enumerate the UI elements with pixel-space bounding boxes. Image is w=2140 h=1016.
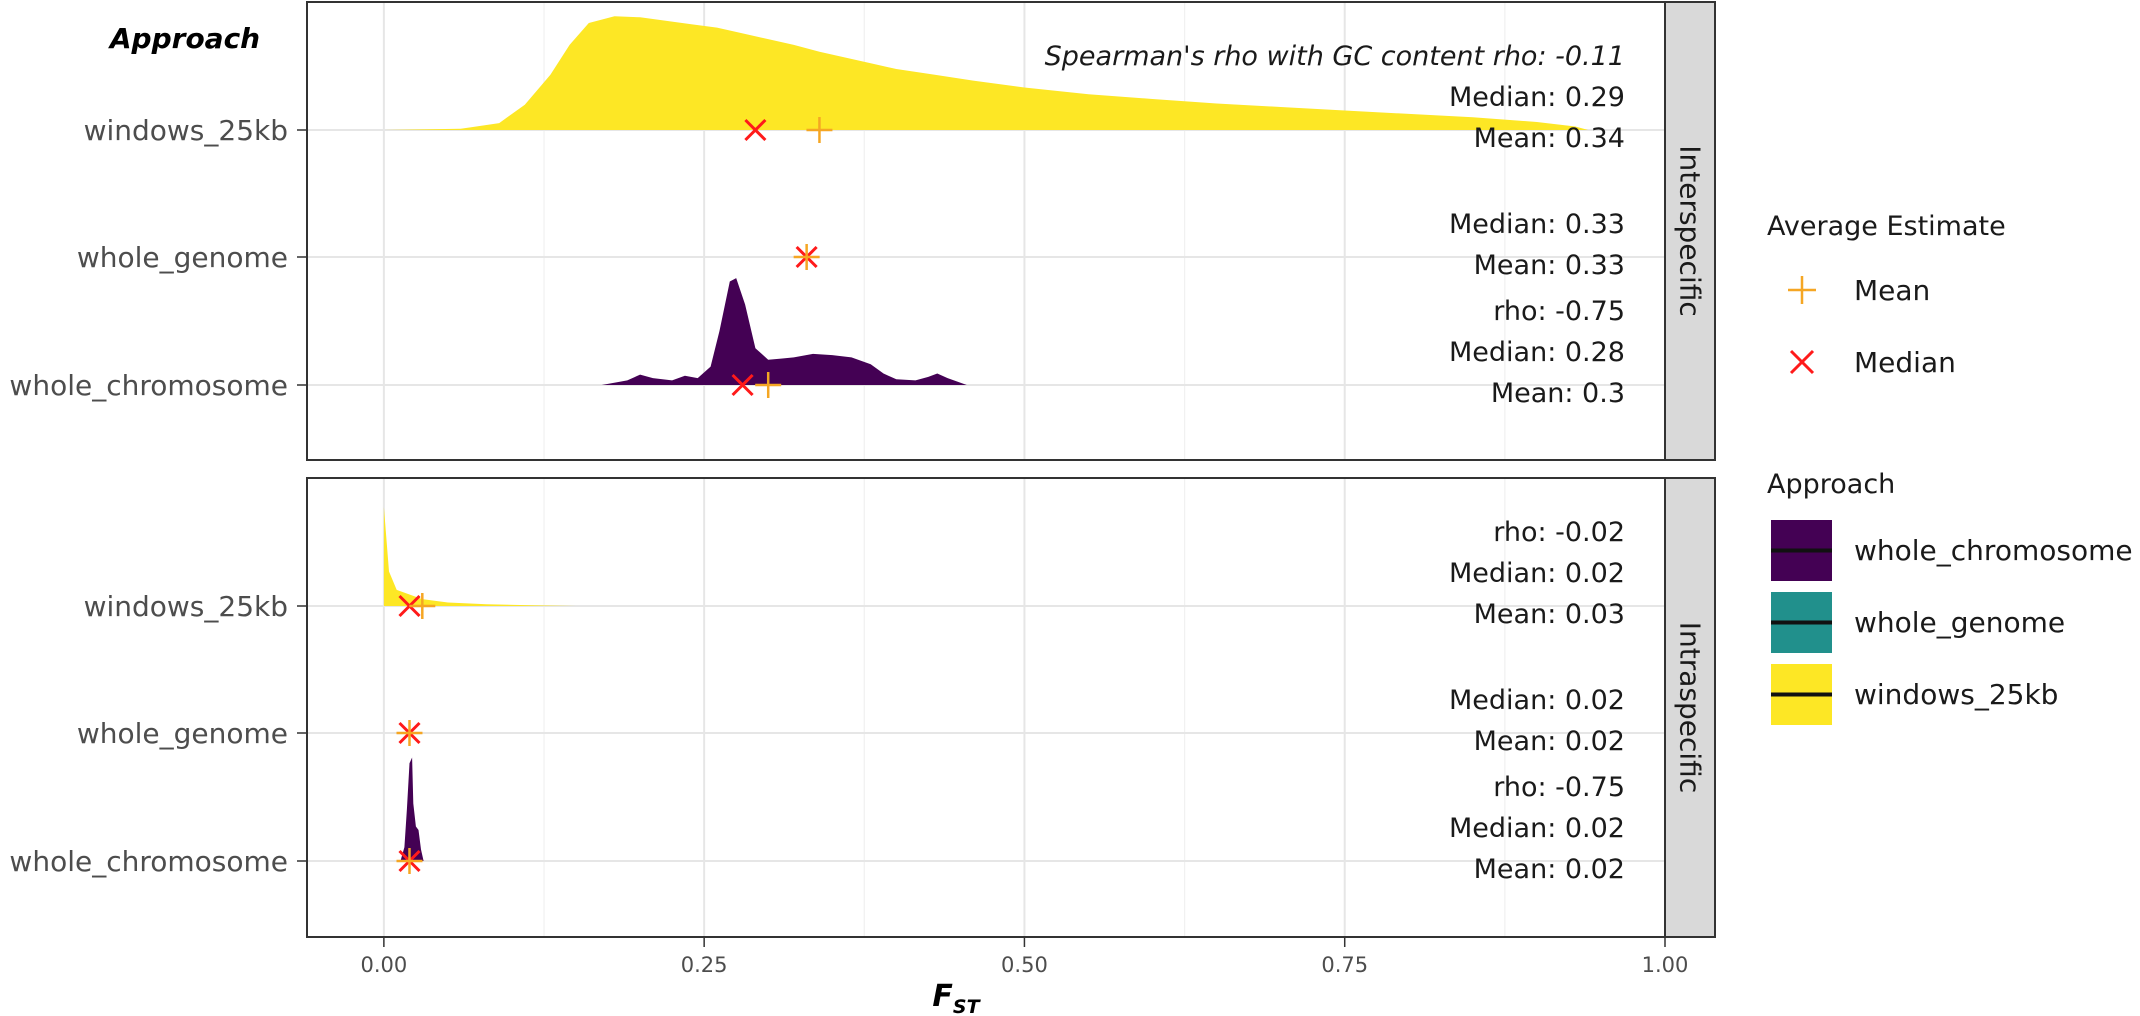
mean-marker-whole_genome xyxy=(396,720,423,746)
facet-strip-label: Intraspecific xyxy=(1674,622,1707,793)
annotation-windows_25kb: Median: 0.29 xyxy=(1449,82,1625,113)
legend-label: whole_chromosome xyxy=(1854,534,2133,567)
panel-background xyxy=(307,2,1665,460)
median-legend-key xyxy=(1789,349,1815,375)
panel-interspecific: Spearman's rho with GC content rho: -0.1… xyxy=(9,1,1716,461)
mean-marker-windows_25kb xyxy=(409,593,436,619)
x-axis-title-main: F xyxy=(932,979,953,1014)
y-category-label: whole_genome xyxy=(77,717,288,750)
legend-item-mean: Mean xyxy=(1788,274,1930,307)
x-tick-label: 1.00 xyxy=(1642,953,1689,977)
y-category-label: whole_chromosome xyxy=(9,845,288,878)
x-tick-label: 0.50 xyxy=(1001,953,1048,977)
median-marker-windows_25kb xyxy=(744,118,767,142)
y-category-label: windows_25kb xyxy=(84,114,288,147)
annotation-windows_25kb: Median: 0.02 xyxy=(1449,558,1625,589)
y-axis-title: Approach xyxy=(108,22,260,55)
facet-strip-label: Interspecific xyxy=(1674,145,1707,317)
legend-label: windows_25kb xyxy=(1854,678,2058,711)
legend-title-average-estimate: Average Estimate xyxy=(1767,211,2006,242)
density-windows_25kb xyxy=(383,507,576,606)
density-windows_25kb xyxy=(383,16,1589,131)
y-category-label: whole_chromosome xyxy=(9,369,288,402)
legend-label: whole_genome xyxy=(1854,606,2065,639)
annotation-whole_chromosome: Median: 0.02 xyxy=(1449,813,1625,844)
annotation-whole_genome: Median: 0.33 xyxy=(1449,209,1625,240)
annotation-whole_chromosome: Mean: 0.3 xyxy=(1491,378,1625,409)
mean-marker-whole_genome xyxy=(793,244,820,270)
annotation-whole_chromosome: rho: -0.75 xyxy=(1493,296,1625,327)
legend-item-windows_25kb: windows_25kb xyxy=(1771,664,2058,725)
median-marker-whole_chromosome xyxy=(731,373,754,397)
mean-marker-windows_25kb xyxy=(806,117,833,143)
x-tick-label: 0.75 xyxy=(1321,953,1368,977)
mean-marker-whole_chromosome xyxy=(755,372,782,398)
y-category-label: windows_25kb xyxy=(84,590,288,623)
legend-item-whole_genome: whole_genome xyxy=(1771,592,2065,653)
facet-strip xyxy=(1664,477,1716,938)
annotation-windows_25kb: Spearman's rho with GC content rho: -0.1… xyxy=(1045,41,1625,72)
legend-item-median: Median xyxy=(1789,346,1956,379)
median-stroke xyxy=(731,373,754,397)
annotation-windows_25kb: Mean: 0.34 xyxy=(1474,123,1625,154)
x-tick-label: 0.00 xyxy=(360,953,407,977)
annotation-whole_genome: Mean: 0.33 xyxy=(1474,250,1625,281)
panel-intraspecific: rho: -0.02 Median: 0.02 Mean: 0.03 windows_… xyxy=(9,477,1716,938)
x-axis-title-subscript: ST xyxy=(953,996,982,1016)
x-axis-title: FST xyxy=(932,979,981,1016)
annotation-whole_genome: Mean: 0.02 xyxy=(1474,726,1625,757)
annotation-windows_25kb: Mean: 0.03 xyxy=(1474,599,1625,630)
annotation-whole_chromosome: rho: -0.75 xyxy=(1493,772,1625,803)
annotation-whole_genome: Median: 0.02 xyxy=(1449,685,1625,716)
density-whole_chromosome xyxy=(601,278,967,385)
legend-title-approach: Approach xyxy=(1767,469,1895,500)
median-stroke xyxy=(744,118,767,142)
annotation-whole_chromosome: Mean: 0.02 xyxy=(1474,854,1625,885)
mean-marker-whole_chromosome xyxy=(396,848,423,874)
density-whole_chromosome xyxy=(400,757,424,861)
legend-label: Mean xyxy=(1854,274,1930,307)
legend-label: Median xyxy=(1854,346,1956,379)
x-tick-label: 0.25 xyxy=(681,953,728,977)
y-category-label: whole_genome xyxy=(77,241,288,274)
legend-item-whole_chromosome: whole_chromosome xyxy=(1771,520,2133,581)
annotation-whole_chromosome: Median: 0.28 xyxy=(1449,337,1625,368)
facet-strip xyxy=(1664,1,1716,461)
annotation-windows_25kb: rho: -0.02 xyxy=(1493,517,1625,548)
